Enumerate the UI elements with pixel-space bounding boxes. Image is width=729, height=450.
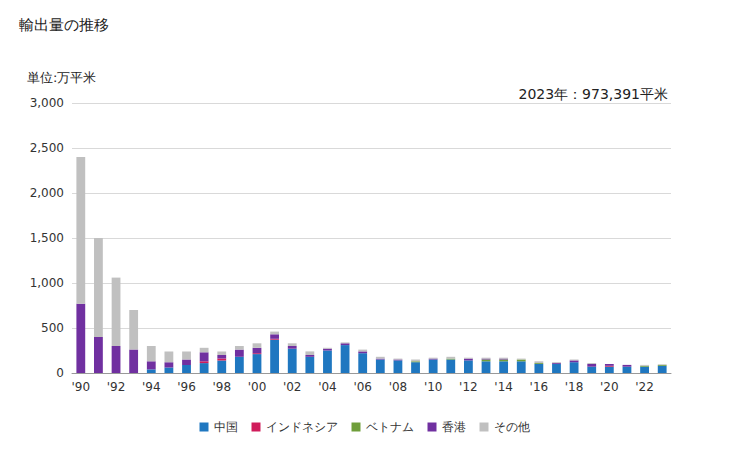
svg-text:単位:万平米: 単位:万平米 bbox=[27, 70, 96, 85]
svg-text:'20: '20 bbox=[600, 380, 619, 394]
svg-text:'02: '02 bbox=[283, 380, 302, 394]
svg-text:3,000: 3,000 bbox=[30, 96, 64, 110]
svg-text:'14: '14 bbox=[494, 380, 513, 394]
svg-text:'10: '10 bbox=[424, 380, 443, 394]
svg-text:1,500: 1,500 bbox=[30, 231, 64, 245]
svg-text:'90: '90 bbox=[72, 380, 91, 394]
svg-text:'04: '04 bbox=[318, 380, 337, 394]
svg-text:0: 0 bbox=[56, 366, 64, 380]
svg-text:香港: 香港 bbox=[442, 420, 466, 434]
svg-text:2023年：973,391平米: 2023年：973,391平米 bbox=[518, 86, 668, 102]
svg-text:'08: '08 bbox=[389, 380, 408, 394]
svg-text:'12: '12 bbox=[459, 380, 478, 394]
svg-text:'06: '06 bbox=[353, 380, 372, 394]
svg-text:'22: '22 bbox=[635, 380, 654, 394]
svg-text:2,500: 2,500 bbox=[30, 141, 64, 155]
svg-text:1,000: 1,000 bbox=[30, 276, 64, 290]
svg-text:'94: '94 bbox=[142, 380, 161, 394]
svg-text:輸出量の推移: 輸出量の推移 bbox=[19, 16, 109, 34]
svg-text:その他: その他 bbox=[494, 420, 530, 434]
svg-text:中国: 中国 bbox=[214, 420, 238, 434]
svg-text:'16: '16 bbox=[530, 380, 549, 394]
svg-text:2,000: 2,000 bbox=[30, 186, 64, 200]
svg-text:'00: '00 bbox=[248, 380, 267, 394]
svg-text:500: 500 bbox=[41, 321, 64, 335]
svg-text:'18: '18 bbox=[565, 380, 584, 394]
svg-text:ベトナム: ベトナム bbox=[366, 420, 414, 434]
svg-text:'92: '92 bbox=[107, 380, 126, 394]
svg-text:'96: '96 bbox=[177, 380, 196, 394]
svg-text:'98: '98 bbox=[212, 380, 231, 394]
svg-text:インドネシア: インドネシア bbox=[266, 420, 338, 434]
